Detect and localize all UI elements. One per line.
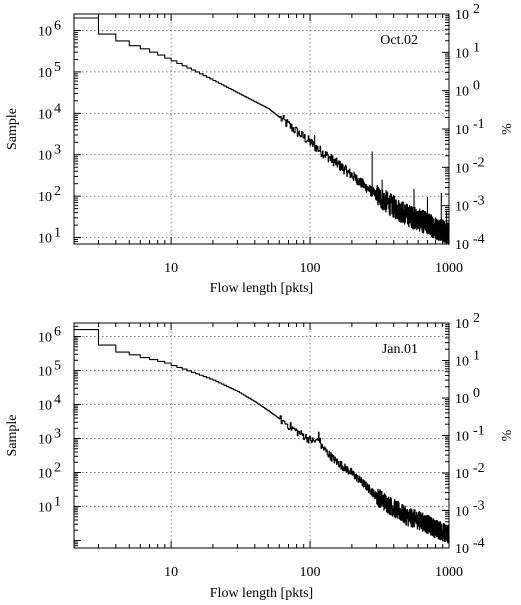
- x-axis-label: Flow length [pkts]: [210, 281, 313, 296]
- y-tick-base: 10: [38, 399, 52, 414]
- x-tick-label: 10: [164, 565, 178, 580]
- y-tick-exponent: 2: [54, 460, 61, 475]
- series-line: [74, 17, 450, 245]
- y-tick-label: 10: [38, 432, 52, 447]
- y-tick-label: 10: [38, 500, 52, 515]
- y2-axis-label: %: [500, 123, 515, 135]
- y-tick-base: 10: [38, 500, 52, 515]
- y-tick-base: 10: [38, 24, 52, 39]
- y2-tick-exponent: -3: [473, 499, 485, 514]
- y2-tick-label: 10: [455, 317, 469, 332]
- y-tick-exponent: 5: [54, 359, 61, 374]
- y-tick-label: 10: [38, 331, 52, 346]
- y2-tick-exponent: -1: [473, 424, 485, 439]
- y-tick-label: 10: [38, 365, 52, 380]
- y-tick-label: 10: [38, 24, 52, 39]
- x-tick-label: 10: [164, 261, 178, 276]
- y-tick-base: 10: [38, 466, 52, 481]
- y-axis-label: Sample: [5, 108, 20, 150]
- y-tick-label: 10: [38, 399, 52, 414]
- y2-tick-label: 10: [455, 46, 469, 61]
- x-tick-label: 1000: [435, 565, 463, 580]
- y2-tick-exponent: 2: [473, 311, 480, 326]
- y2-tick-label: 10: [455, 392, 469, 407]
- y-tick-label: 10: [38, 149, 52, 164]
- dataset-annotation: Jan.01: [382, 342, 418, 357]
- y-tick-base: 10: [38, 107, 52, 122]
- x-tick-label: 1000: [435, 261, 463, 276]
- y-tick-base: 10: [38, 432, 52, 447]
- y2-tick-exponent: -4: [473, 536, 485, 551]
- series-line: [74, 329, 450, 544]
- y2-tick-exponent: 0: [473, 79, 480, 94]
- y2-tick-exponent: -3: [473, 194, 485, 209]
- y2-tick-exponent: -4: [473, 232, 485, 247]
- y-tick-base: 10: [38, 190, 52, 205]
- x-axis-label: Flow length [pkts]: [210, 586, 313, 601]
- y2-tick-exponent: -2: [473, 155, 485, 170]
- y2-tick-label: 10: [455, 467, 469, 482]
- y-tick-exponent: 3: [54, 143, 61, 158]
- y-tick-exponent: 4: [54, 393, 61, 408]
- y2-tick-label: 10: [455, 505, 469, 520]
- y2-tick-label: 10: [455, 161, 469, 176]
- y-tick-exponent: 1: [54, 226, 61, 241]
- y-tick-label: 10: [38, 107, 52, 122]
- y-tick-base: 10: [38, 365, 52, 380]
- y2-tick-exponent: 1: [473, 349, 480, 364]
- y2-tick-label: 10: [455, 238, 469, 253]
- y-tick-exponent: 4: [54, 101, 61, 116]
- y2-tick-exponent: -1: [473, 117, 485, 132]
- y-tick-exponent: 6: [54, 325, 61, 340]
- y2-tick-exponent: 0: [473, 386, 480, 401]
- y-tick-label: 10: [38, 190, 52, 205]
- y-tick-label: 10: [38, 66, 52, 81]
- y2-axis-label: %: [500, 429, 515, 441]
- y-axis-label: Sample: [5, 415, 20, 457]
- y2-tick-label: 10: [455, 355, 469, 370]
- y-tick-base: 10: [38, 149, 52, 164]
- y2-tick-label: 10: [455, 200, 469, 215]
- y2-tick-label: 10: [455, 8, 469, 23]
- dataset-annotation: Oct.02: [380, 33, 418, 48]
- y2-tick-label: 10: [455, 85, 469, 100]
- y2-tick-label: 10: [455, 542, 469, 557]
- x-tick-label: 100: [300, 565, 321, 580]
- y-tick-label: 10: [38, 466, 52, 481]
- y-tick-exponent: 1: [54, 494, 61, 509]
- y-tick-exponent: 6: [54, 18, 61, 33]
- y-tick-base: 10: [38, 331, 52, 346]
- y-tick-label: 10: [38, 232, 52, 247]
- y-tick-exponent: 3: [54, 426, 61, 441]
- y-tick-base: 10: [38, 232, 52, 247]
- y2-tick-label: 10: [455, 123, 469, 138]
- y2-tick-label: 10: [455, 430, 469, 445]
- y2-tick-exponent: 2: [473, 2, 480, 17]
- y-tick-base: 10: [38, 66, 52, 81]
- y-tick-exponent: 2: [54, 184, 61, 199]
- y2-tick-exponent: -2: [473, 461, 485, 476]
- y2-tick-exponent: 1: [473, 40, 480, 55]
- y-tick-exponent: 5: [54, 60, 61, 75]
- x-tick-label: 100: [300, 261, 321, 276]
